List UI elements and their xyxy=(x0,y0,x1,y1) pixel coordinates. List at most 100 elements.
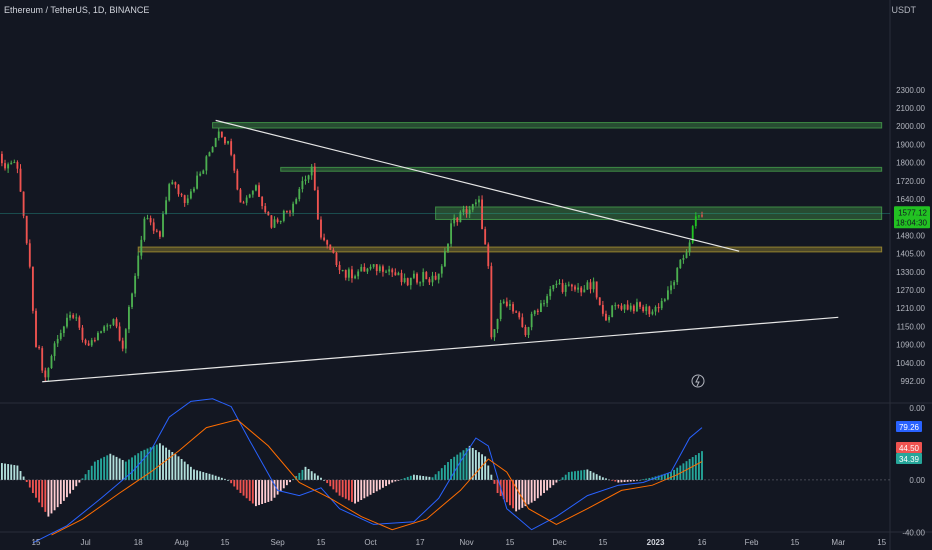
candle xyxy=(189,188,192,200)
histogram-bar xyxy=(264,479,267,503)
price-tick-label: 1405.00 xyxy=(896,250,925,259)
histogram-bar xyxy=(642,479,645,481)
candle xyxy=(595,281,598,300)
histogram-bar xyxy=(152,445,155,480)
histogram-bar xyxy=(270,479,273,501)
histogram-bar xyxy=(332,479,335,490)
candle xyxy=(670,280,672,295)
candle xyxy=(202,169,205,175)
zone-yellow-3 xyxy=(137,246,883,253)
histogram-bar xyxy=(645,478,648,480)
candle xyxy=(509,299,511,310)
histogram-bar xyxy=(512,479,514,509)
time-tick-label: 15 xyxy=(877,538,886,547)
candle xyxy=(357,269,360,280)
histogram-bar xyxy=(13,465,16,480)
histogram-bar xyxy=(202,472,205,480)
histogram-bar xyxy=(487,465,490,480)
histogram-bar xyxy=(38,479,41,503)
candle xyxy=(580,285,583,297)
candle xyxy=(549,286,552,300)
histogram-bar xyxy=(248,479,251,501)
histogram-bar xyxy=(10,464,13,480)
histogram-bar xyxy=(561,477,564,480)
histogram-bar xyxy=(570,471,573,480)
histogram-bar xyxy=(295,476,298,480)
histogram-bar xyxy=(493,479,496,484)
histogram-bar xyxy=(112,455,115,480)
histogram-bar xyxy=(406,476,409,480)
candle xyxy=(450,219,453,248)
histogram-bar xyxy=(316,475,319,480)
candle xyxy=(666,286,669,301)
candle xyxy=(93,337,96,343)
candle xyxy=(385,269,387,274)
histogram-bar xyxy=(620,479,623,483)
histogram-bar xyxy=(394,479,397,482)
histogram-bar xyxy=(251,479,254,504)
osc-badge-value: 44.50 xyxy=(899,444,920,453)
histogram-bar xyxy=(261,479,264,505)
candle xyxy=(326,239,329,249)
histogram-bar xyxy=(369,479,372,495)
histogram-bar xyxy=(196,470,199,480)
candle xyxy=(412,270,415,280)
candle xyxy=(391,267,394,278)
candle xyxy=(567,281,570,287)
histogram-bar xyxy=(25,479,28,483)
price-tick-label: 1640.00 xyxy=(896,195,925,204)
oscillator-line-blue xyxy=(32,398,703,544)
histogram-bar xyxy=(400,479,403,480)
candle xyxy=(697,214,700,219)
candle xyxy=(375,264,378,276)
candle xyxy=(292,201,295,217)
candle xyxy=(434,272,437,281)
price-tick-label: 1090.00 xyxy=(896,341,925,350)
candle xyxy=(536,308,539,315)
histogram-bar xyxy=(4,463,6,480)
candle xyxy=(140,235,143,260)
candle xyxy=(601,300,604,317)
candle xyxy=(50,354,53,369)
candle xyxy=(468,205,471,219)
candle xyxy=(258,182,260,197)
candle xyxy=(400,269,403,286)
histogram-bar xyxy=(131,457,133,480)
histogram-bar xyxy=(93,461,96,480)
price-tick-label: 1480.00 xyxy=(896,231,925,240)
histogram-bar xyxy=(564,474,567,480)
histogram-bar xyxy=(453,456,456,480)
candle xyxy=(242,200,245,204)
candle xyxy=(155,228,158,233)
candle xyxy=(453,214,456,227)
histogram-bar xyxy=(97,460,99,480)
histogram-bar xyxy=(502,479,505,500)
time-tick-label: Oct xyxy=(364,538,377,547)
candle xyxy=(478,195,480,207)
candle xyxy=(236,168,239,191)
lightning-icon[interactable] xyxy=(691,374,705,388)
candle xyxy=(285,210,288,214)
histogram-bar xyxy=(567,472,570,480)
candle xyxy=(121,337,124,352)
candle xyxy=(81,324,84,343)
histogram-bar xyxy=(614,479,617,482)
histogram-bar xyxy=(673,469,676,480)
candle xyxy=(462,205,465,216)
zone-green-0 xyxy=(212,122,883,129)
oscillator-line-orange xyxy=(51,419,703,536)
candle xyxy=(360,264,363,272)
symbol-title[interactable]: Ethereum / TetherUS, 1D, BINANCE xyxy=(4,5,150,15)
candle xyxy=(279,220,282,225)
histogram-bar xyxy=(62,479,65,501)
candle xyxy=(282,209,285,223)
candle xyxy=(428,277,431,286)
histogram-bar xyxy=(422,476,425,480)
candle xyxy=(512,301,514,314)
histogram-bar xyxy=(205,472,208,480)
candle xyxy=(35,308,37,348)
histogram-bar xyxy=(391,479,394,483)
candle xyxy=(112,318,115,327)
histogram-bar xyxy=(440,468,443,480)
